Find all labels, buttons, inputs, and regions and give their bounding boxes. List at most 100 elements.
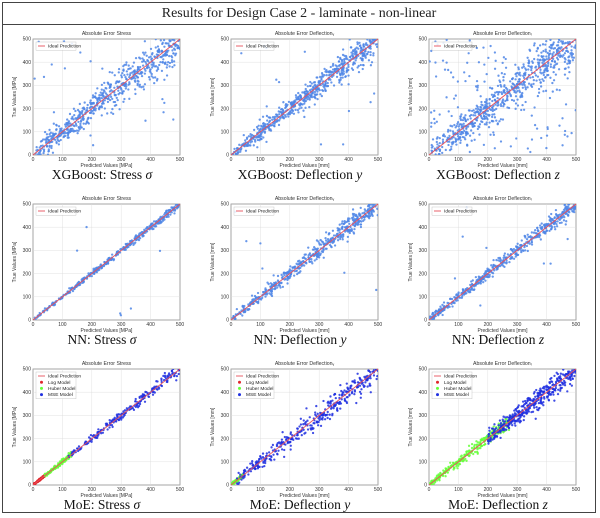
outlier-point xyxy=(347,83,349,85)
x-tick-label: 0 xyxy=(230,157,233,163)
data-point xyxy=(342,238,344,240)
data-point xyxy=(282,286,284,288)
mse-model-point xyxy=(133,409,135,411)
data-point xyxy=(164,54,166,56)
data-point xyxy=(249,133,251,135)
mse-model-point xyxy=(261,466,263,468)
data-point xyxy=(470,117,472,119)
data-point xyxy=(309,89,311,91)
data-point xyxy=(116,97,118,99)
data-point xyxy=(260,125,262,127)
data-point xyxy=(540,52,542,54)
outlier-point xyxy=(275,79,277,81)
outlier-point xyxy=(484,117,486,119)
outlier-point xyxy=(515,137,517,139)
data-point xyxy=(562,40,564,42)
data-point xyxy=(101,114,103,116)
y-tick-label: 500 xyxy=(221,37,230,43)
data-point xyxy=(320,78,322,80)
data-point xyxy=(123,98,125,100)
data-point xyxy=(304,93,306,95)
data-point xyxy=(330,245,332,247)
data-point xyxy=(145,228,147,230)
data-point xyxy=(280,282,282,284)
x-tick-label: 400 xyxy=(542,322,551,328)
chart-caption: NN: Deflection y xyxy=(201,332,399,348)
data-point xyxy=(83,128,85,130)
mse-model-point xyxy=(142,393,144,395)
data-point xyxy=(367,51,369,53)
outlier-point xyxy=(463,71,465,73)
data-point xyxy=(502,118,504,120)
data-point xyxy=(101,103,103,105)
data-point xyxy=(152,76,154,78)
outlier-point xyxy=(474,114,476,116)
outlier-point xyxy=(461,124,463,126)
outlier-point xyxy=(342,143,344,145)
mse-model-point xyxy=(152,394,154,396)
data-point xyxy=(491,113,493,115)
data-point xyxy=(110,89,112,91)
data-point xyxy=(347,229,349,231)
data-point xyxy=(462,119,464,121)
data-point xyxy=(167,42,169,44)
data-point xyxy=(287,271,289,273)
data-point xyxy=(362,68,364,70)
y-tick-label: 200 xyxy=(23,436,32,442)
data-point xyxy=(275,115,277,117)
data-point xyxy=(342,54,344,56)
mse-model-point xyxy=(351,391,353,393)
data-point xyxy=(107,98,109,100)
data-point xyxy=(376,43,378,45)
data-point xyxy=(499,84,501,86)
outlier-point xyxy=(478,61,480,63)
data-point xyxy=(323,257,325,259)
data-point xyxy=(50,147,52,149)
outlier-point xyxy=(459,142,461,144)
y-tick-label: 0 xyxy=(28,153,31,159)
data-point xyxy=(52,132,54,134)
data-point xyxy=(508,261,510,263)
data-point xyxy=(165,210,167,212)
data-point xyxy=(523,81,525,83)
x-tick-label: 0 xyxy=(230,322,233,328)
data-point xyxy=(148,76,150,78)
data-point xyxy=(548,56,550,58)
data-point xyxy=(339,57,341,59)
data-point xyxy=(314,81,316,83)
data-point xyxy=(570,52,572,54)
data-point xyxy=(439,137,441,139)
outlier-point xyxy=(539,59,541,61)
data-point xyxy=(531,60,533,62)
data-point xyxy=(68,130,70,132)
data-point xyxy=(246,138,248,140)
mse-model-point xyxy=(335,397,337,399)
data-point xyxy=(249,144,251,146)
mse-model-point xyxy=(172,368,174,370)
mse-model-point xyxy=(315,405,317,407)
mse-model-point xyxy=(331,414,333,416)
data-point xyxy=(545,48,547,50)
data-point xyxy=(125,64,127,66)
mse-model-point xyxy=(164,372,166,374)
data-point xyxy=(548,215,550,217)
data-point xyxy=(153,82,155,84)
data-point xyxy=(503,255,505,257)
data-point xyxy=(570,49,572,51)
data-point xyxy=(52,152,54,154)
data-point xyxy=(376,46,378,48)
data-point xyxy=(287,115,289,117)
data-point xyxy=(158,64,160,66)
data-point xyxy=(278,124,280,126)
data-point xyxy=(70,118,72,120)
data-point xyxy=(280,108,282,110)
data-point xyxy=(436,141,438,143)
data-point xyxy=(505,67,507,69)
data-point xyxy=(515,95,517,97)
data-point xyxy=(495,120,497,122)
data-point xyxy=(46,133,48,135)
data-point xyxy=(496,268,498,270)
data-point xyxy=(451,125,453,127)
outlier-point xyxy=(558,125,560,127)
data-point xyxy=(144,83,146,85)
